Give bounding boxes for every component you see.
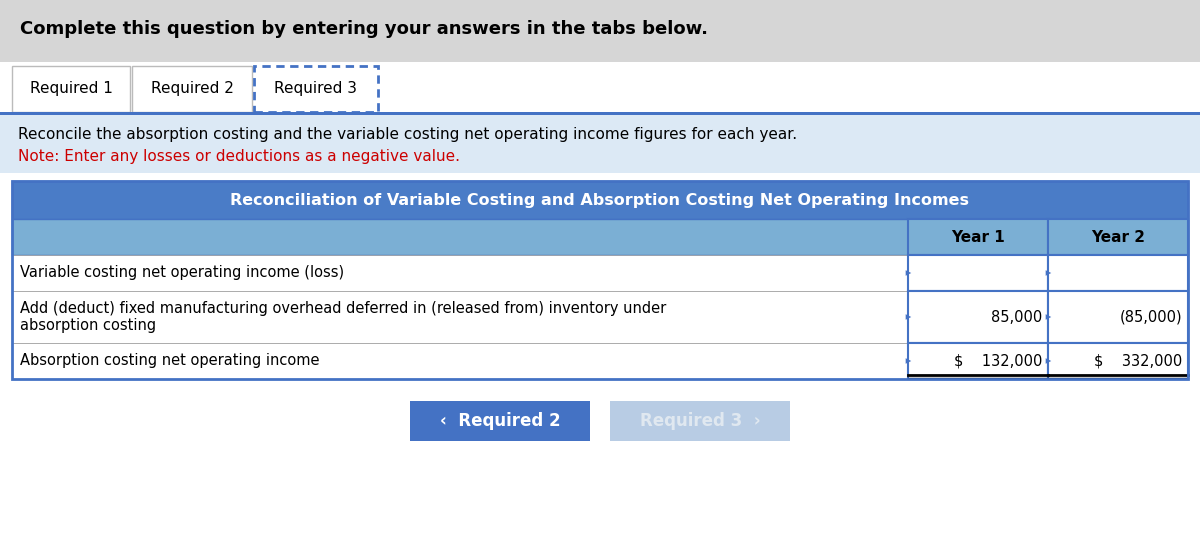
FancyBboxPatch shape	[1048, 343, 1188, 379]
FancyBboxPatch shape	[1048, 219, 1188, 255]
Text: absorption costing: absorption costing	[20, 318, 156, 333]
Text: Reconciliation of Variable Costing and Absorption Costing Net Operating Incomes: Reconciliation of Variable Costing and A…	[230, 192, 970, 207]
Text: Add (deduct) fixed manufacturing overhead deferred in (released from) inventory : Add (deduct) fixed manufacturing overhea…	[20, 301, 666, 316]
FancyBboxPatch shape	[0, 112, 1200, 115]
Text: (85,000): (85,000)	[1120, 310, 1182, 325]
Text: Required 1: Required 1	[30, 82, 113, 97]
Text: Note: Enter any losses or deductions as a negative value.: Note: Enter any losses or deductions as …	[18, 149, 460, 164]
Text: $    332,000: $ 332,000	[1093, 354, 1182, 369]
Text: Year 2: Year 2	[1091, 230, 1145, 245]
FancyBboxPatch shape	[0, 115, 1200, 173]
FancyBboxPatch shape	[12, 181, 1188, 219]
FancyBboxPatch shape	[254, 66, 378, 112]
FancyBboxPatch shape	[132, 66, 252, 112]
FancyBboxPatch shape	[908, 219, 1048, 255]
Text: Absorption costing net operating income: Absorption costing net operating income	[20, 354, 319, 369]
FancyBboxPatch shape	[254, 66, 378, 112]
Text: Variable costing net operating income (loss): Variable costing net operating income (l…	[20, 266, 344, 280]
Text: Reconcile the absorption costing and the variable costing net operating income f: Reconcile the absorption costing and the…	[18, 127, 797, 142]
Text: Complete this question by entering your answers in the tabs below.: Complete this question by entering your …	[20, 20, 708, 38]
FancyBboxPatch shape	[0, 62, 1200, 556]
FancyBboxPatch shape	[12, 255, 1188, 291]
Text: Required 3: Required 3	[275, 82, 358, 97]
Text: ‹  Required 2: ‹ Required 2	[439, 412, 560, 430]
Text: 85,000: 85,000	[991, 310, 1042, 325]
FancyBboxPatch shape	[1048, 255, 1188, 291]
FancyBboxPatch shape	[908, 255, 1048, 291]
FancyBboxPatch shape	[12, 66, 130, 112]
Text: $    132,000: $ 132,000	[954, 354, 1042, 369]
FancyBboxPatch shape	[12, 219, 1188, 255]
FancyBboxPatch shape	[12, 343, 1188, 379]
FancyBboxPatch shape	[0, 0, 1200, 62]
FancyBboxPatch shape	[1048, 291, 1188, 343]
FancyBboxPatch shape	[12, 291, 1188, 343]
Text: Required 3  ›: Required 3 ›	[640, 412, 761, 430]
Text: Year 1: Year 1	[952, 230, 1004, 245]
FancyBboxPatch shape	[610, 401, 790, 441]
FancyBboxPatch shape	[410, 401, 590, 441]
FancyBboxPatch shape	[908, 291, 1048, 343]
Text: Required 2: Required 2	[150, 82, 234, 97]
FancyBboxPatch shape	[908, 343, 1048, 379]
